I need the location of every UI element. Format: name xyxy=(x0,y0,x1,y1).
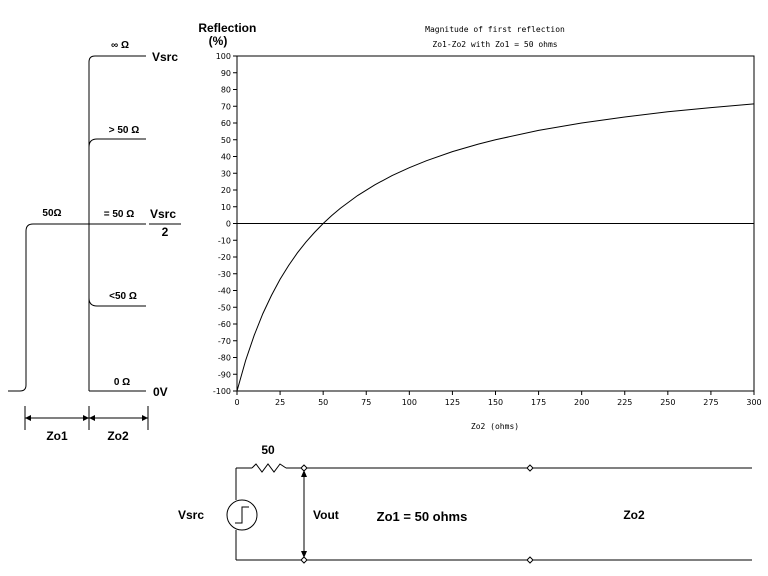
x-tick-label: 150 xyxy=(488,398,503,407)
x-tick-label: 25 xyxy=(275,398,285,407)
label-source-impedance: 50Ω xyxy=(42,208,61,219)
y-tick-label: 70 xyxy=(221,102,231,111)
y-tick-label: -100 xyxy=(213,387,231,396)
label-zo1-line: Zo1 = 50 ohms xyxy=(377,509,468,524)
x-tick-label: 250 xyxy=(660,398,675,407)
y-tick-label: 80 xyxy=(221,86,231,95)
axis-ticks: -100-90-80-70-60-50-40-30-20-10010203040… xyxy=(213,52,762,407)
y-tick-label: 100 xyxy=(216,52,231,61)
reflection-chart: Magnitude of first reflection Zo1-Zo2 wi… xyxy=(198,21,761,431)
label-half-numerator: Vsrc xyxy=(150,207,176,221)
y-tick-label: 20 xyxy=(221,186,231,195)
voltage-source xyxy=(226,499,258,531)
label-circuit-vsrc: Vsrc xyxy=(178,508,204,522)
y-tick-label: 0 xyxy=(226,220,231,229)
waveform-branch-low xyxy=(88,297,146,307)
vout-arrow-top xyxy=(301,470,307,477)
label-open: ∞ Ω xyxy=(111,40,129,51)
y-tick-label: 60 xyxy=(221,119,231,128)
waveform-base-line xyxy=(8,223,89,392)
label-vout: Vout xyxy=(313,508,339,522)
x-tick-label: 125 xyxy=(445,398,460,407)
label-resistor: 50 xyxy=(261,443,275,457)
x-axis-label: Zo2 (ohms) xyxy=(471,422,519,431)
y-tick-label: -20 xyxy=(218,253,231,262)
step-symbol xyxy=(235,506,249,524)
y-tick-label: 10 xyxy=(221,203,231,212)
y-tick-label: -80 xyxy=(218,354,231,363)
y-tick-label: 50 xyxy=(221,136,231,145)
y-tick-label: -90 xyxy=(218,370,231,379)
y-tick-label: -10 xyxy=(218,236,231,245)
junction-markers xyxy=(300,464,534,564)
label-half-denominator: 2 xyxy=(162,225,169,239)
chart-subtitle: Zo1-Zo2 with Zo1 = 50 ohms xyxy=(432,40,557,49)
label-zo2-line: Zo2 xyxy=(623,508,645,522)
reflection-series-line xyxy=(236,103,755,392)
x-tick-label: 0 xyxy=(234,398,239,407)
x-tick-label: 75 xyxy=(361,398,371,407)
y-tick-label: -70 xyxy=(218,337,231,346)
y-tick-label: 90 xyxy=(221,69,231,78)
y-tick-label: 40 xyxy=(221,153,231,162)
x-tick-label: 175 xyxy=(531,398,546,407)
label-zo2-segment: Zo2 xyxy=(107,429,129,443)
waveform-branch-high xyxy=(88,138,146,148)
x-tick-label: 300 xyxy=(746,398,761,407)
x-tick-label: 275 xyxy=(703,398,718,407)
label-low: <50 Ω xyxy=(109,291,137,302)
x-tick-label: 50 xyxy=(318,398,328,407)
chart-title: Magnitude of first reflection xyxy=(425,25,565,34)
y-tick-label: -30 xyxy=(218,270,231,279)
waveform-branch-trunk xyxy=(88,55,146,391)
label-high: > 50 Ω xyxy=(109,125,140,136)
label-zo1-segment: Zo1 xyxy=(46,429,68,443)
segment-dimension xyxy=(24,406,149,430)
vout-arrow-bottom xyxy=(301,551,307,558)
x-tick-label: 200 xyxy=(574,398,589,407)
y-tick-label: -50 xyxy=(218,303,231,312)
y-tick-label: -40 xyxy=(218,287,231,296)
y-axis-label: Reflection (%) xyxy=(198,21,259,48)
resistor xyxy=(251,463,287,473)
label-short: 0 Ω xyxy=(114,377,130,388)
label-zero-volts: 0V xyxy=(153,385,168,399)
circuit-schematic: 50 Vsrc Vout Zo1 = 50 ohms Zo2 xyxy=(178,443,752,564)
label-vsrc: Vsrc xyxy=(152,50,178,64)
x-tick-label: 100 xyxy=(402,398,417,407)
y-tick-label: -60 xyxy=(218,320,231,329)
label-matched: = 50 Ω xyxy=(104,209,135,220)
waveform-diagram: ∞ Ω > 50 Ω = 50 Ω <50 Ω 0 Ω 50Ω Vsrc Vsr… xyxy=(8,40,181,443)
y-tick-label: 30 xyxy=(221,169,231,178)
x-tick-label: 225 xyxy=(617,398,632,407)
